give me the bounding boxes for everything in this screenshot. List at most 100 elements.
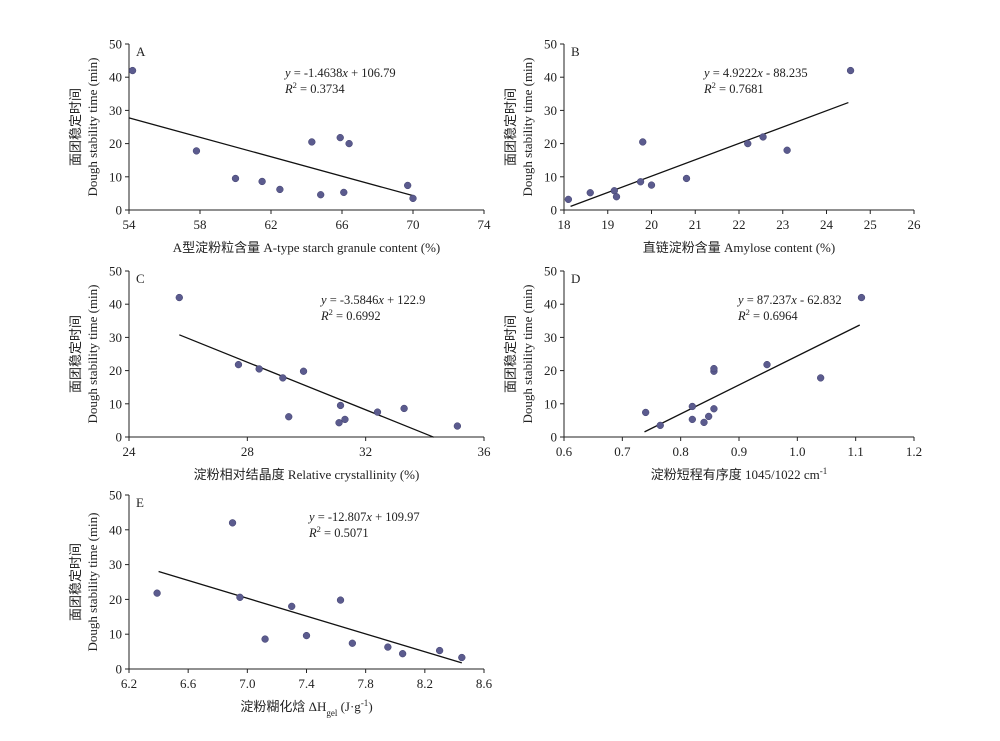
panel-letter-c: C: [136, 271, 145, 286]
panel-c: 24 28 32 36 0 10 20 30 40 50 C 面团稳定时间 Dough stabilit…: [68, 264, 491, 483]
y-axis-title-en-e: Dough stability time (min): [85, 512, 100, 651]
data-point-c: [175, 293, 183, 302]
panel-d: 0.6 0.7 0.8 0.9 1.0 1.1 1.2 0 10 20 30 40 50 D 面团稳定时间 D…: [503, 264, 922, 483]
x-tick-label-e: 7.0: [239, 676, 255, 691]
data-point-d: [763, 360, 771, 369]
y-tick-label-d: 50: [544, 264, 557, 279]
data-point-b: [564, 195, 573, 204]
panel-letter-b: B: [571, 44, 580, 59]
y-tick-label-a: 10: [109, 169, 122, 184]
data-point-a: [345, 139, 353, 148]
x-axis-title-c: 淀粉相对结晶度 Relative crystallinity (%): [194, 467, 420, 482]
data-point-b: [783, 146, 791, 154]
fit-line-c: [179, 334, 434, 438]
x-tick-label-c: 36: [478, 444, 492, 459]
data-point-a: [336, 133, 344, 142]
x-tick-label-d: 0.9: [731, 444, 747, 459]
data-point-b: [846, 66, 855, 75]
x-axis-title-a: A型淀粉粒含量 A-type starch granule content (%…: [173, 240, 441, 255]
r-squared-a: R2 = 0.3734: [284, 80, 345, 96]
y-tick-label-e: 0: [116, 662, 123, 677]
data-point-c: [279, 374, 287, 382]
x-tick-label-e: 7.8: [358, 676, 374, 691]
y-axis-title-en-b: Dough stability time (min): [520, 57, 535, 196]
fit-line-d: [644, 324, 861, 433]
y-tick-label-e: 30: [109, 557, 122, 572]
data-point-e: [348, 639, 357, 647]
data-point-a: [128, 66, 137, 75]
equation-e: y = -12.807x + 109.97: [307, 510, 420, 524]
x-tick-label-d: 1.1: [848, 444, 864, 459]
x-tick-label-a: 74: [478, 217, 492, 232]
x-axis-title-b: 直链淀粉含量 Amylose content (%): [643, 240, 835, 255]
x-tick-label-a: 62: [265, 217, 278, 232]
data-point-a: [409, 194, 417, 203]
data-point-d: [688, 415, 696, 424]
y-tick-label-c: 30: [109, 330, 122, 345]
equation-a: y = -1.4638x + 106.79: [283, 66, 396, 80]
data-point-e: [336, 596, 345, 604]
x-tick-label-b: 20: [645, 217, 658, 232]
data-point-a: [308, 138, 316, 146]
x-tick-label-a: 70: [407, 217, 420, 232]
panel-letter-d: D: [571, 271, 580, 286]
panel-letter-a: A: [136, 44, 146, 59]
y-tick-label-b: 50: [544, 37, 557, 52]
data-point-a: [231, 174, 240, 183]
data-point-d: [700, 418, 708, 427]
panel-e: 6.2 6.6 7.0 7.4 7.8 8.2 8.6 0 10 20 30 40 50 E 面团稳定时间 D…: [68, 488, 493, 719]
y-tick-label-d: 40: [544, 297, 557, 312]
data-point-c: [341, 415, 349, 424]
data-point-d: [688, 402, 696, 411]
x-tick-label-d: 0.8: [673, 444, 689, 459]
data-point-c: [336, 401, 345, 410]
data-point-e: [384, 643, 392, 651]
data-point-b: [759, 133, 767, 141]
r-squared-d: R2 = 0.6964: [737, 307, 798, 323]
y-axis-title-en-c: Dough stability time (min): [85, 284, 100, 423]
y-tick-label-c: 10: [109, 396, 122, 411]
r-squared-b: R2 = 0.7681: [703, 80, 764, 96]
data-point-d: [817, 374, 825, 382]
data-point-c: [453, 422, 462, 430]
panel-letter-e: E: [136, 495, 144, 510]
data-point-e: [435, 646, 444, 655]
y-tick-label-b: 30: [544, 103, 557, 118]
r-squared-c: R2 = 0.6992: [320, 307, 381, 323]
y-axis-title-cn-a: 面团稳定时间: [68, 88, 83, 166]
x-tick-label-e: 6.2: [121, 676, 137, 691]
y-tick-label-d: 30: [544, 330, 557, 345]
y-axis-title-en-d: Dough stability time (min): [520, 284, 535, 423]
x-tick-label-c: 32: [359, 444, 372, 459]
data-point-b: [744, 139, 752, 148]
y-tick-label-c: 50: [109, 264, 122, 279]
panel-a: 54 58 62 66 70 74 0 10 20 30 40 50 A 面团稳定时间 Dough stab…: [68, 37, 491, 256]
data-point-e: [261, 635, 269, 643]
y-tick-label-a: 40: [109, 70, 122, 85]
x-tick-label-c: 28: [241, 444, 254, 459]
x-tick-label-d: 1.2: [906, 444, 922, 459]
y-tick-label-d: 0: [551, 430, 558, 445]
data-point-c: [400, 404, 408, 413]
data-point-b: [639, 138, 647, 146]
equation-d: y = 87.237x - 62.832: [736, 293, 842, 307]
data-point-e: [398, 650, 407, 658]
y-axis-title-en-a: Dough stability time (min): [85, 57, 100, 196]
data-point-b: [647, 181, 656, 189]
y-tick-label-a: 30: [109, 103, 122, 118]
x-tick-label-d: 1.0: [789, 444, 805, 459]
x-tick-label-e: 8.2: [417, 676, 433, 691]
y-tick-label-a: 0: [116, 203, 123, 218]
r-squared-e: R2 = 0.5071: [308, 524, 369, 540]
data-point-b: [612, 193, 621, 201]
y-tick-label-b: 40: [544, 70, 557, 85]
data-point-a: [340, 188, 348, 197]
y-tick-label-c: 40: [109, 297, 122, 312]
y-tick-label-e: 20: [109, 592, 122, 607]
x-tick-label-a: 54: [123, 217, 137, 232]
fit-line-e: [158, 570, 463, 664]
data-point-a: [404, 181, 412, 190]
y-tick-label-d: 20: [544, 363, 557, 378]
x-tick-label-d: 0.7: [614, 444, 631, 459]
data-point-e: [458, 653, 466, 662]
